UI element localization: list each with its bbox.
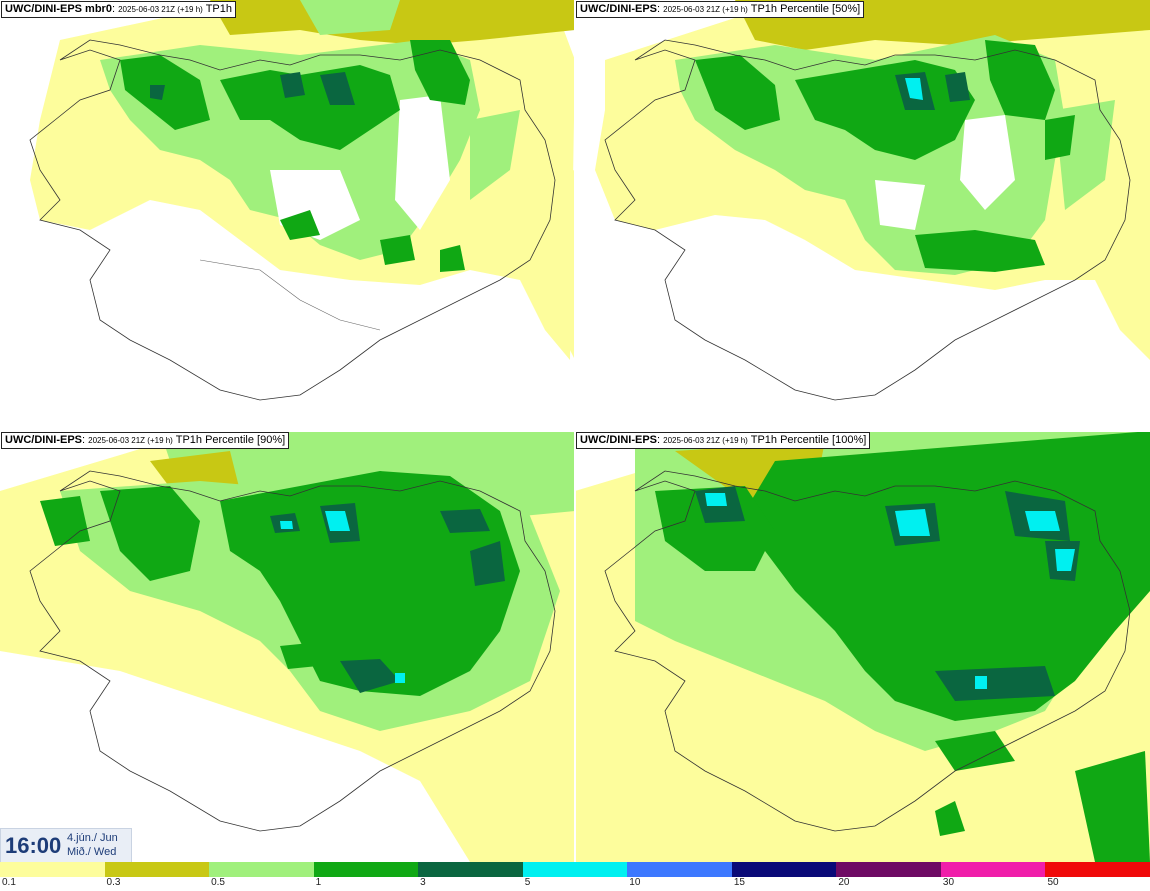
valid-date: 4.jún./ Jun Mið./ Wed bbox=[67, 831, 118, 859]
legend-label: 0.3 bbox=[106, 877, 121, 888]
legend-swatch bbox=[627, 862, 732, 877]
legend-label: 15 bbox=[733, 877, 745, 888]
legend-label: 50 bbox=[1047, 877, 1059, 888]
legend-label: 0.1 bbox=[2, 877, 16, 888]
legend-swatch bbox=[940, 862, 1046, 877]
legend-swatch bbox=[1045, 862, 1150, 877]
precip-map bbox=[0, 431, 575, 862]
run-label: 2025-06-03 21Z (+19 h) bbox=[663, 436, 748, 445]
legend-swatch bbox=[418, 862, 523, 877]
run-label: 2025-06-03 21Z (+19 h) bbox=[118, 5, 203, 14]
model-label: UWC/DINI-EPS bbox=[580, 3, 657, 15]
legend-label: 1 bbox=[315, 877, 322, 888]
legend-swatch bbox=[313, 862, 419, 877]
panel-divider-horizontal bbox=[0, 430, 1150, 432]
legend-label: 3 bbox=[420, 877, 426, 888]
field-label: TP1h Percentile [90%] bbox=[175, 434, 286, 446]
map-panel-p100: UWC/DINI-EPS: 2025-06-03 21Z (+19 h) TP1… bbox=[575, 431, 1150, 862]
legend-swatch bbox=[0, 862, 105, 877]
field-label: TP1h Percentile [100%] bbox=[750, 434, 867, 446]
legend-swatch bbox=[209, 862, 314, 877]
legend-label: 0.5 bbox=[211, 877, 225, 888]
valid-hour: 16:00 bbox=[5, 833, 62, 858]
legend-label: 10 bbox=[629, 877, 641, 888]
legend-label: 20 bbox=[838, 877, 850, 888]
map-panel-member0: UWC/DINI-EPS mbr0: 2025-06-03 21Z (+19 h… bbox=[0, 0, 575, 431]
legend-swatch bbox=[836, 862, 941, 877]
run-label: 2025-06-03 21Z (+19 h) bbox=[88, 436, 173, 445]
legend-swatch bbox=[731, 862, 837, 877]
legend-swatch bbox=[522, 862, 628, 877]
legend-color-bar bbox=[0, 862, 1150, 877]
run-label: 2025-06-03 21Z (+19 h) bbox=[663, 5, 748, 14]
precip-map bbox=[595, 0, 1150, 401]
panel-title: UWC/DINI-EPS: 2025-06-03 21Z (+19 h) TP1… bbox=[576, 432, 871, 449]
map-panel-p50: UWC/DINI-EPS: 2025-06-03 21Z (+19 h) TP1… bbox=[575, 0, 1150, 431]
panel-title: UWC/DINI-EPS mbr0: 2025-06-03 21Z (+19 h… bbox=[1, 1, 236, 18]
legend-swatch bbox=[104, 862, 210, 877]
legend-label: 30 bbox=[942, 877, 955, 888]
precip-map bbox=[29, 0, 575, 401]
model-label: UWC/DINI-EPS bbox=[580, 434, 657, 446]
panel-title: UWC/DINI-EPS: 2025-06-03 21Z (+19 h) TP1… bbox=[1, 432, 290, 449]
panel-title: UWC/DINI-EPS: 2025-06-03 21Z (+19 h) TP1… bbox=[576, 1, 865, 18]
valid-date-label: 4.jún./ Jun bbox=[67, 832, 118, 844]
valid-weekday-label: Mið./ Wed bbox=[67, 846, 117, 858]
legend-label: 5 bbox=[524, 877, 531, 888]
precip-legend: 0.1 0.3 0.5 1 3 5 10 15 20 30 50 bbox=[0, 862, 1150, 891]
model-label: UWC/DINI-EPS mbr0 bbox=[5, 3, 112, 15]
map-panel-p90: UWC/DINI-EPS: 2025-06-03 21Z (+19 h) TP1… bbox=[0, 431, 575, 862]
precip-map bbox=[575, 431, 1150, 862]
valid-time-box: 16:00 4.jún./ Jun Mið./ Wed bbox=[0, 828, 132, 863]
field-label: TP1h Percentile [50%] bbox=[750, 3, 861, 15]
model-label: UWC/DINI-EPS bbox=[5, 434, 82, 446]
field-label: TP1h bbox=[205, 3, 232, 15]
